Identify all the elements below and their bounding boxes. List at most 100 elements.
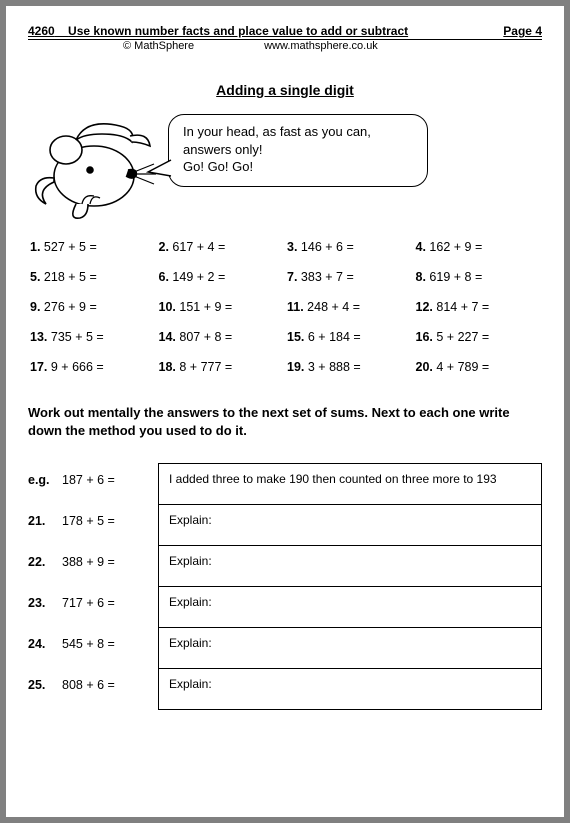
- problem-number: 19.: [287, 360, 304, 374]
- problem-item: 11. 248 + 4 =: [287, 300, 412, 314]
- problem-item: 18. 8 + 777 =: [159, 360, 284, 374]
- problem-item: 14. 807 + 8 =: [159, 330, 284, 344]
- problem-item: 2. 617 + 4 =: [159, 240, 284, 254]
- problem-number: 2.: [159, 240, 169, 254]
- explain-expr: 187 + 6 =: [62, 473, 115, 487]
- instruction-text: Work out mentally the answers to the nex…: [28, 404, 542, 439]
- header-left: 4260 Use known number facts and place va…: [28, 24, 408, 38]
- problem-item: 4. 162 + 9 =: [416, 240, 541, 254]
- explain-box: I added three to make 190 then counted o…: [158, 463, 542, 505]
- problem-number: 6.: [159, 270, 169, 284]
- mouse-illustration-icon: [32, 112, 162, 222]
- problem-item: 20. 4 + 789 =: [416, 360, 541, 374]
- explain-box: Explain:: [158, 504, 542, 546]
- problem-number: 1.: [30, 240, 40, 254]
- problem-item: 8. 619 + 8 =: [416, 270, 541, 284]
- explain-number: 25.: [28, 678, 54, 692]
- problem-expr: 807 + 8 =: [179, 330, 232, 344]
- bubble-line3: Go! Go! Go!: [183, 158, 413, 176]
- problem-expr: 527 + 5 =: [44, 240, 97, 254]
- problem-item: 19. 3 + 888 =: [287, 360, 412, 374]
- problem-item: 5. 218 + 5 =: [30, 270, 155, 284]
- explain-box: Explain:: [158, 627, 542, 669]
- explain-number: 23.: [28, 596, 54, 610]
- problem-expr: 619 + 8 =: [429, 270, 482, 284]
- problem-number: 10.: [159, 300, 176, 314]
- problem-expr: 162 + 9 =: [429, 240, 482, 254]
- problem-number: 4.: [416, 240, 426, 254]
- explain-number: 24.: [28, 637, 54, 651]
- problem-item: 15. 6 + 184 =: [287, 330, 412, 344]
- problem-number: 18.: [159, 360, 176, 374]
- problem-number: 16.: [416, 330, 433, 344]
- explain-label: 22. 388 + 9 =: [28, 545, 158, 586]
- problem-expr: 735 + 5 =: [51, 330, 104, 344]
- problem-item: 10. 151 + 9 =: [159, 300, 284, 314]
- problem-number: 15.: [287, 330, 304, 344]
- section-title: Adding a single digit: [28, 82, 542, 98]
- problem-expr: 149 + 2 =: [172, 270, 225, 284]
- explain-box: Explain:: [158, 668, 542, 710]
- hero-row: In your head, as fast as you can, answer…: [28, 112, 542, 222]
- problem-expr: 617 + 4 =: [172, 240, 225, 254]
- explain-label: 21. 178 + 5 =: [28, 504, 158, 545]
- problem-expr: 3 + 888 =: [308, 360, 361, 374]
- explain-box: Explain:: [158, 545, 542, 587]
- header-sub: © MathSphere www.mathsphere.co.uk: [28, 40, 542, 52]
- problem-expr: 218 + 5 =: [44, 270, 97, 284]
- problem-item: 16. 5 + 227 =: [416, 330, 541, 344]
- problem-number: 3.: [287, 240, 297, 254]
- explain-expr: 178 + 5 =: [62, 514, 115, 528]
- problem-item: 12. 814 + 7 =: [416, 300, 541, 314]
- problem-number: 8.: [416, 270, 426, 284]
- explain-expr: 545 + 8 =: [62, 637, 115, 651]
- problem-expr: 8 + 777 =: [179, 360, 232, 374]
- problem-number: 9.: [30, 300, 40, 314]
- problem-number: 7.: [287, 270, 297, 284]
- bubble-line2: answers only!: [183, 141, 413, 159]
- header-code: 4260: [28, 24, 55, 38]
- problem-number: 12.: [416, 300, 433, 314]
- bubble-line1: In your head, as fast as you can,: [183, 123, 413, 141]
- problems-grid: 1. 527 + 5 =2. 617 + 4 =3. 146 + 6 =4. 1…: [28, 240, 542, 374]
- copyright-text: © MathSphere: [123, 40, 194, 52]
- header-title: Use known number facts and place value t…: [68, 24, 408, 38]
- problem-expr: 276 + 9 =: [44, 300, 97, 314]
- problem-item: 17. 9 + 666 =: [30, 360, 155, 374]
- problem-expr: 248 + 4 =: [307, 300, 360, 314]
- header-top: 4260 Use known number facts and place va…: [28, 24, 542, 40]
- explain-label: 24. 545 + 8 =: [28, 627, 158, 668]
- problem-expr: 9 + 666 =: [51, 360, 104, 374]
- header-page: Page 4: [503, 24, 542, 38]
- explain-box: Explain:: [158, 586, 542, 628]
- explain-expr: 808 + 6 =: [62, 678, 115, 692]
- problem-number: 5.: [30, 270, 40, 284]
- problem-expr: 5 + 227 =: [436, 330, 489, 344]
- problem-item: 3. 146 + 6 =: [287, 240, 412, 254]
- explain-number: 21.: [28, 514, 54, 528]
- problem-item: 6. 149 + 2 =: [159, 270, 284, 284]
- explain-grid: e.g. 187 + 6 = I added three to make 190 t…: [28, 463, 542, 709]
- explain-number: 22.: [28, 555, 54, 569]
- explain-label: 23. 717 + 6 =: [28, 586, 158, 627]
- explain-expr: 388 + 9 =: [62, 555, 115, 569]
- explain-number: e.g.: [28, 473, 54, 487]
- worksheet-page: 4260 Use known number facts and place va…: [6, 6, 564, 817]
- bubble-tail-icon: [146, 158, 172, 180]
- problem-item: 7. 383 + 7 =: [287, 270, 412, 284]
- problem-number: 11.: [287, 300, 304, 314]
- problem-number: 17.: [30, 360, 47, 374]
- url-text: www.mathsphere.co.uk: [264, 40, 378, 52]
- problem-expr: 146 + 6 =: [301, 240, 354, 254]
- speech-bubble-wrap: In your head, as fast as you can, answer…: [168, 114, 428, 187]
- explain-label: e.g. 187 + 6 =: [28, 463, 158, 504]
- explain-expr: 717 + 6 =: [62, 596, 115, 610]
- problem-expr: 151 + 9 =: [179, 300, 232, 314]
- explain-label: 25. 808 + 6 =: [28, 668, 158, 709]
- problem-expr: 814 + 7 =: [436, 300, 489, 314]
- problem-item: 13. 735 + 5 =: [30, 330, 155, 344]
- problem-item: 9. 276 + 9 =: [30, 300, 155, 314]
- problem-expr: 6 + 184 =: [308, 330, 361, 344]
- problem-number: 14.: [159, 330, 176, 344]
- problem-expr: 383 + 7 =: [301, 270, 354, 284]
